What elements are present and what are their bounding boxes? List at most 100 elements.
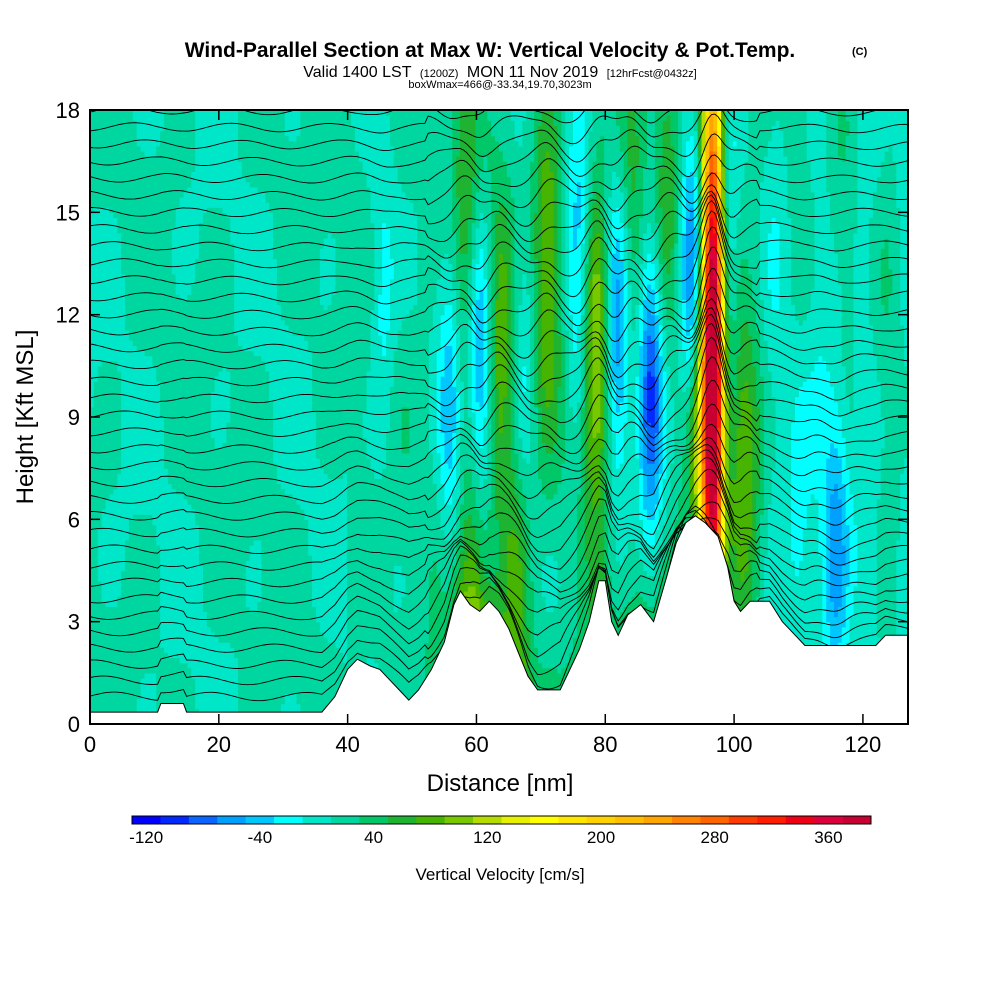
field-cell xyxy=(230,698,235,705)
field-cell xyxy=(892,616,897,623)
field-cell xyxy=(230,652,235,659)
field-cell xyxy=(144,672,150,679)
field-cell xyxy=(144,667,150,674)
field-cell xyxy=(222,683,227,689)
field-cell xyxy=(370,642,375,648)
field-cell xyxy=(810,611,816,618)
field-cell xyxy=(514,606,520,613)
field-cell xyxy=(183,616,188,623)
field-cell xyxy=(417,683,422,689)
field-cell xyxy=(393,652,399,659)
field-cell xyxy=(884,611,890,618)
field-cell xyxy=(284,708,290,715)
field-cell xyxy=(238,672,243,679)
field-cell xyxy=(222,647,227,653)
field-cell xyxy=(245,677,251,684)
field-cell xyxy=(304,672,309,679)
field-cell xyxy=(795,621,800,628)
field-cell xyxy=(861,642,866,648)
field-cell xyxy=(210,667,216,674)
field-cell xyxy=(273,642,278,648)
field-cell xyxy=(814,642,820,648)
field-cell xyxy=(358,657,364,664)
field-cell xyxy=(273,693,278,700)
field-cell xyxy=(896,611,901,618)
field-cell xyxy=(304,621,309,628)
field-cell xyxy=(319,616,325,623)
field-cell xyxy=(269,621,274,628)
field-cell xyxy=(218,677,224,684)
field-cell xyxy=(386,637,391,643)
field-cell xyxy=(401,626,407,633)
field-cell xyxy=(241,616,247,623)
field-cell xyxy=(530,657,535,664)
field-cell xyxy=(900,611,905,618)
field-cell xyxy=(319,611,325,618)
field-cell xyxy=(284,611,290,618)
field-cell xyxy=(109,672,114,679)
field-cell xyxy=(795,631,800,638)
field-cell xyxy=(276,652,282,659)
field-cell xyxy=(261,703,266,710)
field-cell xyxy=(175,667,181,674)
field-cell xyxy=(195,637,200,643)
field-cell xyxy=(561,657,566,664)
field-cell xyxy=(125,621,130,628)
field-cell xyxy=(841,642,847,648)
field-cell xyxy=(136,606,142,613)
field-cell xyxy=(284,601,290,607)
field-cell xyxy=(522,642,527,648)
field-cell xyxy=(347,662,352,669)
field-cell xyxy=(222,616,227,623)
field-cell xyxy=(175,672,181,679)
field-cell xyxy=(261,698,266,705)
field-cell xyxy=(179,616,185,623)
field-cell xyxy=(510,631,516,638)
field-cell xyxy=(183,647,188,653)
field-cell xyxy=(549,601,555,607)
field-cell xyxy=(584,616,590,623)
field-cell xyxy=(140,642,146,648)
field-cell xyxy=(382,652,387,659)
field-cell xyxy=(541,626,547,633)
field-cell xyxy=(226,616,231,623)
field-cell xyxy=(167,677,173,684)
field-cell xyxy=(405,611,411,618)
field-cell xyxy=(269,601,274,607)
field-cell xyxy=(90,626,95,633)
field-cell xyxy=(199,703,204,710)
field-cell xyxy=(191,647,196,653)
field-cell xyxy=(265,606,270,613)
field-cell xyxy=(125,703,130,710)
field-cell xyxy=(327,667,333,674)
field-cell xyxy=(296,672,301,679)
field-cell xyxy=(241,621,247,628)
field-cell xyxy=(210,606,216,613)
field-cell xyxy=(374,631,379,638)
field-cell xyxy=(93,611,99,618)
field-cell xyxy=(160,601,165,607)
field-cell xyxy=(822,626,827,633)
field-cell xyxy=(249,662,255,669)
field-cell xyxy=(175,647,181,653)
field-cell xyxy=(421,606,426,613)
field-cell xyxy=(573,631,578,638)
field-cell xyxy=(132,667,138,674)
field-cell xyxy=(865,611,870,618)
field-cell xyxy=(549,662,555,669)
field-cell xyxy=(273,672,278,679)
field-cell xyxy=(284,616,290,623)
field-cell xyxy=(121,621,126,628)
field-cell xyxy=(288,621,294,628)
field-cell xyxy=(183,621,188,628)
field-cell xyxy=(393,637,399,643)
field-cell xyxy=(202,698,208,705)
field-cell xyxy=(343,657,348,664)
field-cell xyxy=(214,626,220,633)
field-cell xyxy=(845,606,851,613)
field-cell xyxy=(261,631,266,638)
field-cell xyxy=(144,642,150,648)
field-cell xyxy=(350,631,356,638)
field-cell xyxy=(549,626,555,633)
field-cell xyxy=(382,616,387,623)
